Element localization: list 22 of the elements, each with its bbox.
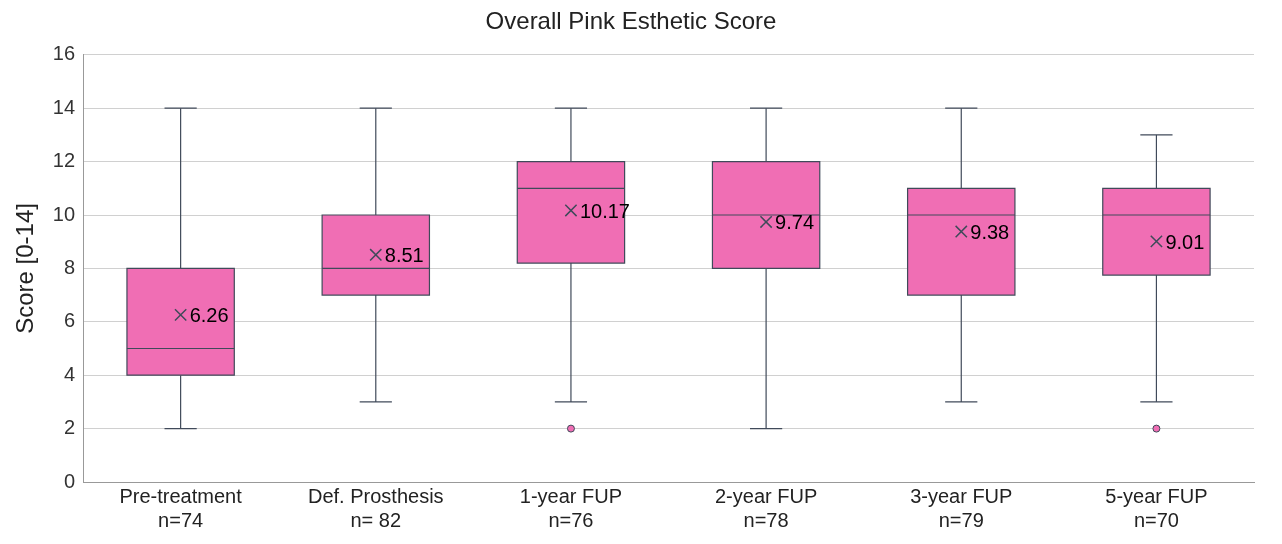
text: 9.74 bbox=[775, 211, 815, 234]
y-tick-label: 12 bbox=[52, 149, 76, 172]
x-tick-label: 5-year FUP n=70 bbox=[1105, 484, 1208, 531]
text: 9.38 bbox=[970, 221, 1010, 244]
y-tick-label: 10 bbox=[52, 202, 76, 225]
y-tick-label: 4 bbox=[63, 362, 76, 385]
y-tick-label: 2 bbox=[63, 416, 76, 439]
text: 6.26 bbox=[189, 304, 229, 327]
x-tick-label: 2-year FUP n=78 bbox=[714, 484, 818, 531]
x-tick-label: Def. Prosthesis n= 82 bbox=[307, 484, 444, 531]
x-tick-label: 3-year FUP n=79 bbox=[910, 484, 1013, 531]
y-tick-label: 14 bbox=[52, 95, 76, 118]
x-tick-label: 1-year FUP n=76 bbox=[519, 484, 623, 531]
y-axis-title: Score [0-14] bbox=[11, 203, 39, 334]
text: 9.01 bbox=[1165, 230, 1205, 253]
y-tick-label: 8 bbox=[63, 255, 76, 278]
y-tick-label: 0 bbox=[63, 469, 76, 492]
text: 8.51 bbox=[384, 244, 424, 267]
y-tick-label: 16 bbox=[52, 42, 76, 65]
x-tick-label: Pre-treatment n=74 bbox=[119, 484, 243, 531]
y-tick-label: 6 bbox=[63, 309, 76, 332]
chart-title: Overall Pink Esthetic Score bbox=[485, 7, 777, 35]
